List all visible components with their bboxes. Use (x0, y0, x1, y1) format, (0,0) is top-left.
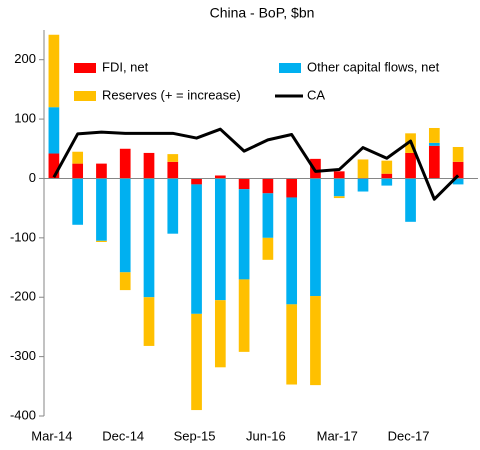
bar-segment (452, 161, 464, 179)
bar-segment (238, 189, 250, 280)
legend-swatch (74, 91, 96, 101)
bar-segment (48, 34, 60, 108)
bar-segment (310, 296, 321, 386)
bar-segment (96, 240, 107, 243)
bar-segment (333, 171, 345, 179)
bar-segment (333, 178, 345, 197)
bar-segment (357, 178, 369, 192)
bar-segment (262, 193, 274, 238)
chart-title: China - BoP, $bn (210, 5, 315, 21)
bar-segment (381, 178, 393, 186)
bar-segment (262, 237, 274, 260)
legend-label: FDI, net (102, 59, 149, 74)
legend-swatch (74, 63, 96, 73)
bar-segment (214, 178, 226, 301)
x-tick-label: Mar-17 (317, 428, 358, 443)
line-series (52, 127, 460, 201)
x-tick-label: Sep-15 (174, 428, 216, 443)
bar-segment (167, 154, 179, 162)
bar-segment (96, 163, 107, 179)
bar-segment (428, 142, 440, 146)
legend-label: Reserves (+ = increase) (102, 87, 241, 102)
bar-segment (428, 127, 440, 143)
bar-segment (405, 178, 416, 222)
bar-segment (214, 175, 226, 179)
bar-segment (191, 313, 202, 411)
bar-segment (48, 107, 60, 154)
bar-segment (72, 151, 84, 164)
bar-segment (96, 178, 107, 241)
bar-segment (72, 163, 84, 179)
bar-segment (428, 145, 440, 179)
y-tick-label: 200 (14, 51, 36, 66)
y-tick-label: -400 (10, 407, 36, 422)
x-tick-label: Dec-17 (388, 428, 430, 443)
bar-segment (405, 152, 416, 179)
bar-segment (167, 178, 179, 234)
bar-segment (238, 178, 250, 190)
bar-segment (238, 279, 250, 352)
x-tick-label: Mar-14 (31, 428, 72, 443)
bar-segment (191, 184, 202, 314)
bar-segment (310, 178, 321, 297)
bar-segment (381, 160, 393, 174)
y-tick-label: 0 (29, 170, 36, 185)
bar-segment (119, 148, 131, 179)
bar-segment (167, 161, 179, 179)
legend-label: CA (307, 87, 325, 102)
bar-segment (452, 146, 464, 162)
bar-segment (119, 178, 131, 273)
bar-segment (286, 304, 298, 385)
y-tick-label: 100 (14, 111, 36, 126)
bar-segment (262, 178, 274, 194)
bar-segment (333, 196, 345, 199)
bar-segment (286, 197, 298, 305)
bar-segment (452, 178, 464, 185)
x-tick-label: Jun-16 (246, 428, 286, 443)
bar-segment (143, 178, 155, 298)
y-tick-label: -100 (10, 229, 36, 244)
legend-swatch (279, 63, 301, 73)
y-tick-label: -200 (10, 289, 36, 304)
legend-label: Other capital flows, net (307, 59, 440, 74)
bar-segment (381, 173, 393, 179)
bar-segment (191, 178, 202, 185)
bar-segment (119, 272, 131, 291)
bar-segment (143, 152, 155, 179)
bar-segment (72, 178, 84, 225)
bar-segment (143, 297, 155, 346)
y-tick-label: -300 (10, 348, 36, 363)
bar-segment (286, 178, 298, 198)
x-tick-label: Dec-14 (102, 428, 144, 443)
bar-segment (48, 153, 60, 179)
bar-segment (214, 300, 226, 368)
bar-segment (357, 159, 369, 179)
